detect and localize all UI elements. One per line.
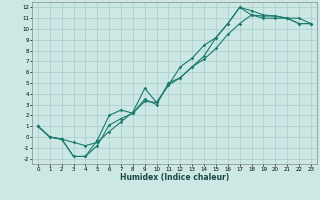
X-axis label: Humidex (Indice chaleur): Humidex (Indice chaleur) [120, 173, 229, 182]
